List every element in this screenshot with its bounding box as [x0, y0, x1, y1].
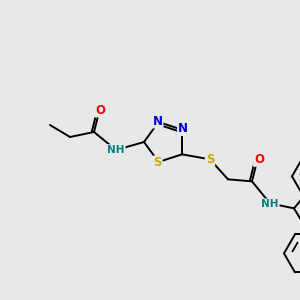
Text: NH: NH	[261, 199, 279, 209]
Text: O: O	[254, 153, 264, 166]
Text: NH: NH	[107, 145, 125, 155]
Text: N: N	[178, 122, 188, 135]
Text: S: S	[206, 153, 214, 166]
Text: S: S	[153, 157, 162, 169]
Text: O: O	[95, 103, 105, 116]
Text: N: N	[152, 115, 163, 128]
